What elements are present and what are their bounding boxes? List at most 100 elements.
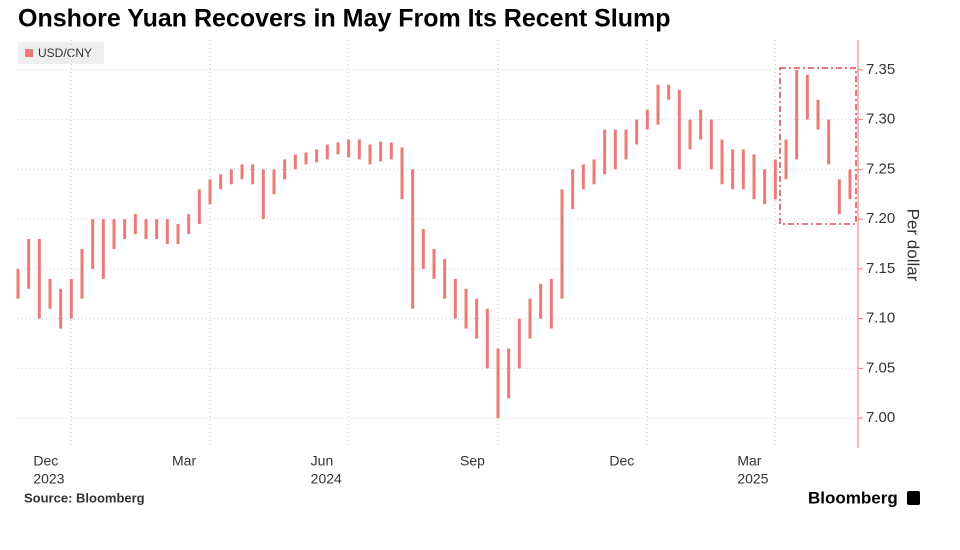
range-bar [251, 164, 255, 185]
brand: Bloomberg [808, 488, 898, 507]
range-bar [837, 179, 841, 215]
chart-title: Onshore Yuan Recovers in May From Its Re… [18, 5, 671, 33]
range-bar [592, 159, 596, 185]
x-tick-label: Mar [737, 453, 761, 469]
x-tick-label: Dec [609, 453, 634, 469]
range-bar [773, 159, 777, 200]
range-bar [784, 139, 788, 180]
y-tick-label: 7.10 [866, 310, 895, 327]
range-bar [763, 169, 767, 205]
y-tick-label: 7.35 [866, 61, 895, 78]
range-bar [59, 288, 63, 329]
legend-swatch [25, 49, 33, 57]
x-tick-label: Sep [460, 453, 485, 469]
range-bar [528, 298, 532, 339]
range-bar [848, 169, 852, 200]
range-bar [571, 169, 575, 210]
range-bar [91, 219, 95, 269]
range-bar [336, 142, 340, 155]
range-bar [219, 174, 223, 190]
y-tick-label: 7.25 [866, 160, 895, 177]
range-bar [432, 248, 436, 279]
range-bar [101, 219, 105, 279]
range-bar [805, 74, 809, 120]
range-bar [240, 164, 244, 180]
range-bar [453, 278, 457, 319]
range-bar [485, 308, 489, 369]
range-bar [400, 147, 404, 200]
legend-label: USD/CNY [38, 46, 92, 60]
range-bar [197, 189, 201, 225]
range-bar [464, 288, 468, 329]
range-bar [699, 109, 703, 140]
range-bar [283, 159, 287, 180]
range-bar [27, 239, 31, 289]
x-tick-label: Dec [33, 453, 58, 469]
range-bar [176, 224, 180, 244]
range-bar [635, 119, 639, 145]
y-tick-label: 7.30 [866, 111, 895, 128]
range-bar [603, 129, 607, 175]
range-bar [155, 219, 159, 240]
range-bar [517, 318, 521, 369]
range-bar [496, 348, 500, 419]
range-bar [731, 149, 735, 190]
range-bar [624, 129, 628, 160]
range-bar [720, 139, 724, 185]
range-bar [581, 164, 585, 190]
range-bar [677, 89, 681, 170]
range-bar [411, 169, 415, 309]
x-tick-label: Mar [172, 453, 196, 469]
range-bar [16, 268, 20, 299]
range-bar [741, 149, 745, 190]
range-bar [816, 99, 820, 130]
range-bar [613, 129, 617, 170]
range-bar [795, 69, 799, 160]
range-bar [475, 298, 479, 339]
range-bar [48, 278, 52, 309]
x-year-label: 2025 [737, 471, 768, 487]
range-bar [645, 109, 649, 130]
range-bar [389, 142, 393, 160]
range-bar [261, 169, 265, 220]
y-tick-label: 7.00 [866, 409, 895, 426]
range-bar [368, 144, 372, 165]
range-bar [656, 84, 660, 125]
range-bar [123, 219, 127, 240]
range-bar [357, 139, 361, 160]
range-bar [752, 154, 756, 200]
range-bar [112, 219, 116, 249]
range-bar [37, 239, 41, 319]
range-bar [688, 119, 692, 150]
range-bar [208, 179, 212, 205]
range-bar [421, 229, 425, 269]
y-axis-label: Per dollar [904, 209, 923, 282]
range-bar [379, 141, 383, 162]
range-bar [667, 84, 671, 100]
range-bar [539, 283, 543, 319]
y-tick-label: 7.05 [866, 359, 895, 376]
range-bar [827, 119, 831, 165]
x-year-label: 2024 [311, 471, 342, 487]
range-bar [187, 214, 191, 235]
range-bar [347, 139, 351, 158]
range-bar [144, 219, 148, 240]
range-bar [69, 278, 73, 319]
brand-icon [907, 491, 920, 505]
range-bar [293, 154, 297, 170]
range-bar [229, 169, 233, 185]
y-tick-label: 7.20 [866, 210, 895, 227]
range-bar [443, 258, 447, 299]
x-tick-label: Jun [311, 453, 334, 469]
range-bar [560, 189, 564, 299]
range-bar [80, 248, 84, 299]
highlight-box [779, 67, 857, 225]
source: Source: Bloomberg [24, 490, 145, 505]
range-bar [709, 119, 713, 170]
x-year-label: 2023 [33, 471, 64, 487]
legend-box [18, 42, 104, 64]
range-bar [325, 144, 329, 160]
range-bar [549, 278, 553, 329]
range-bar [133, 214, 137, 235]
